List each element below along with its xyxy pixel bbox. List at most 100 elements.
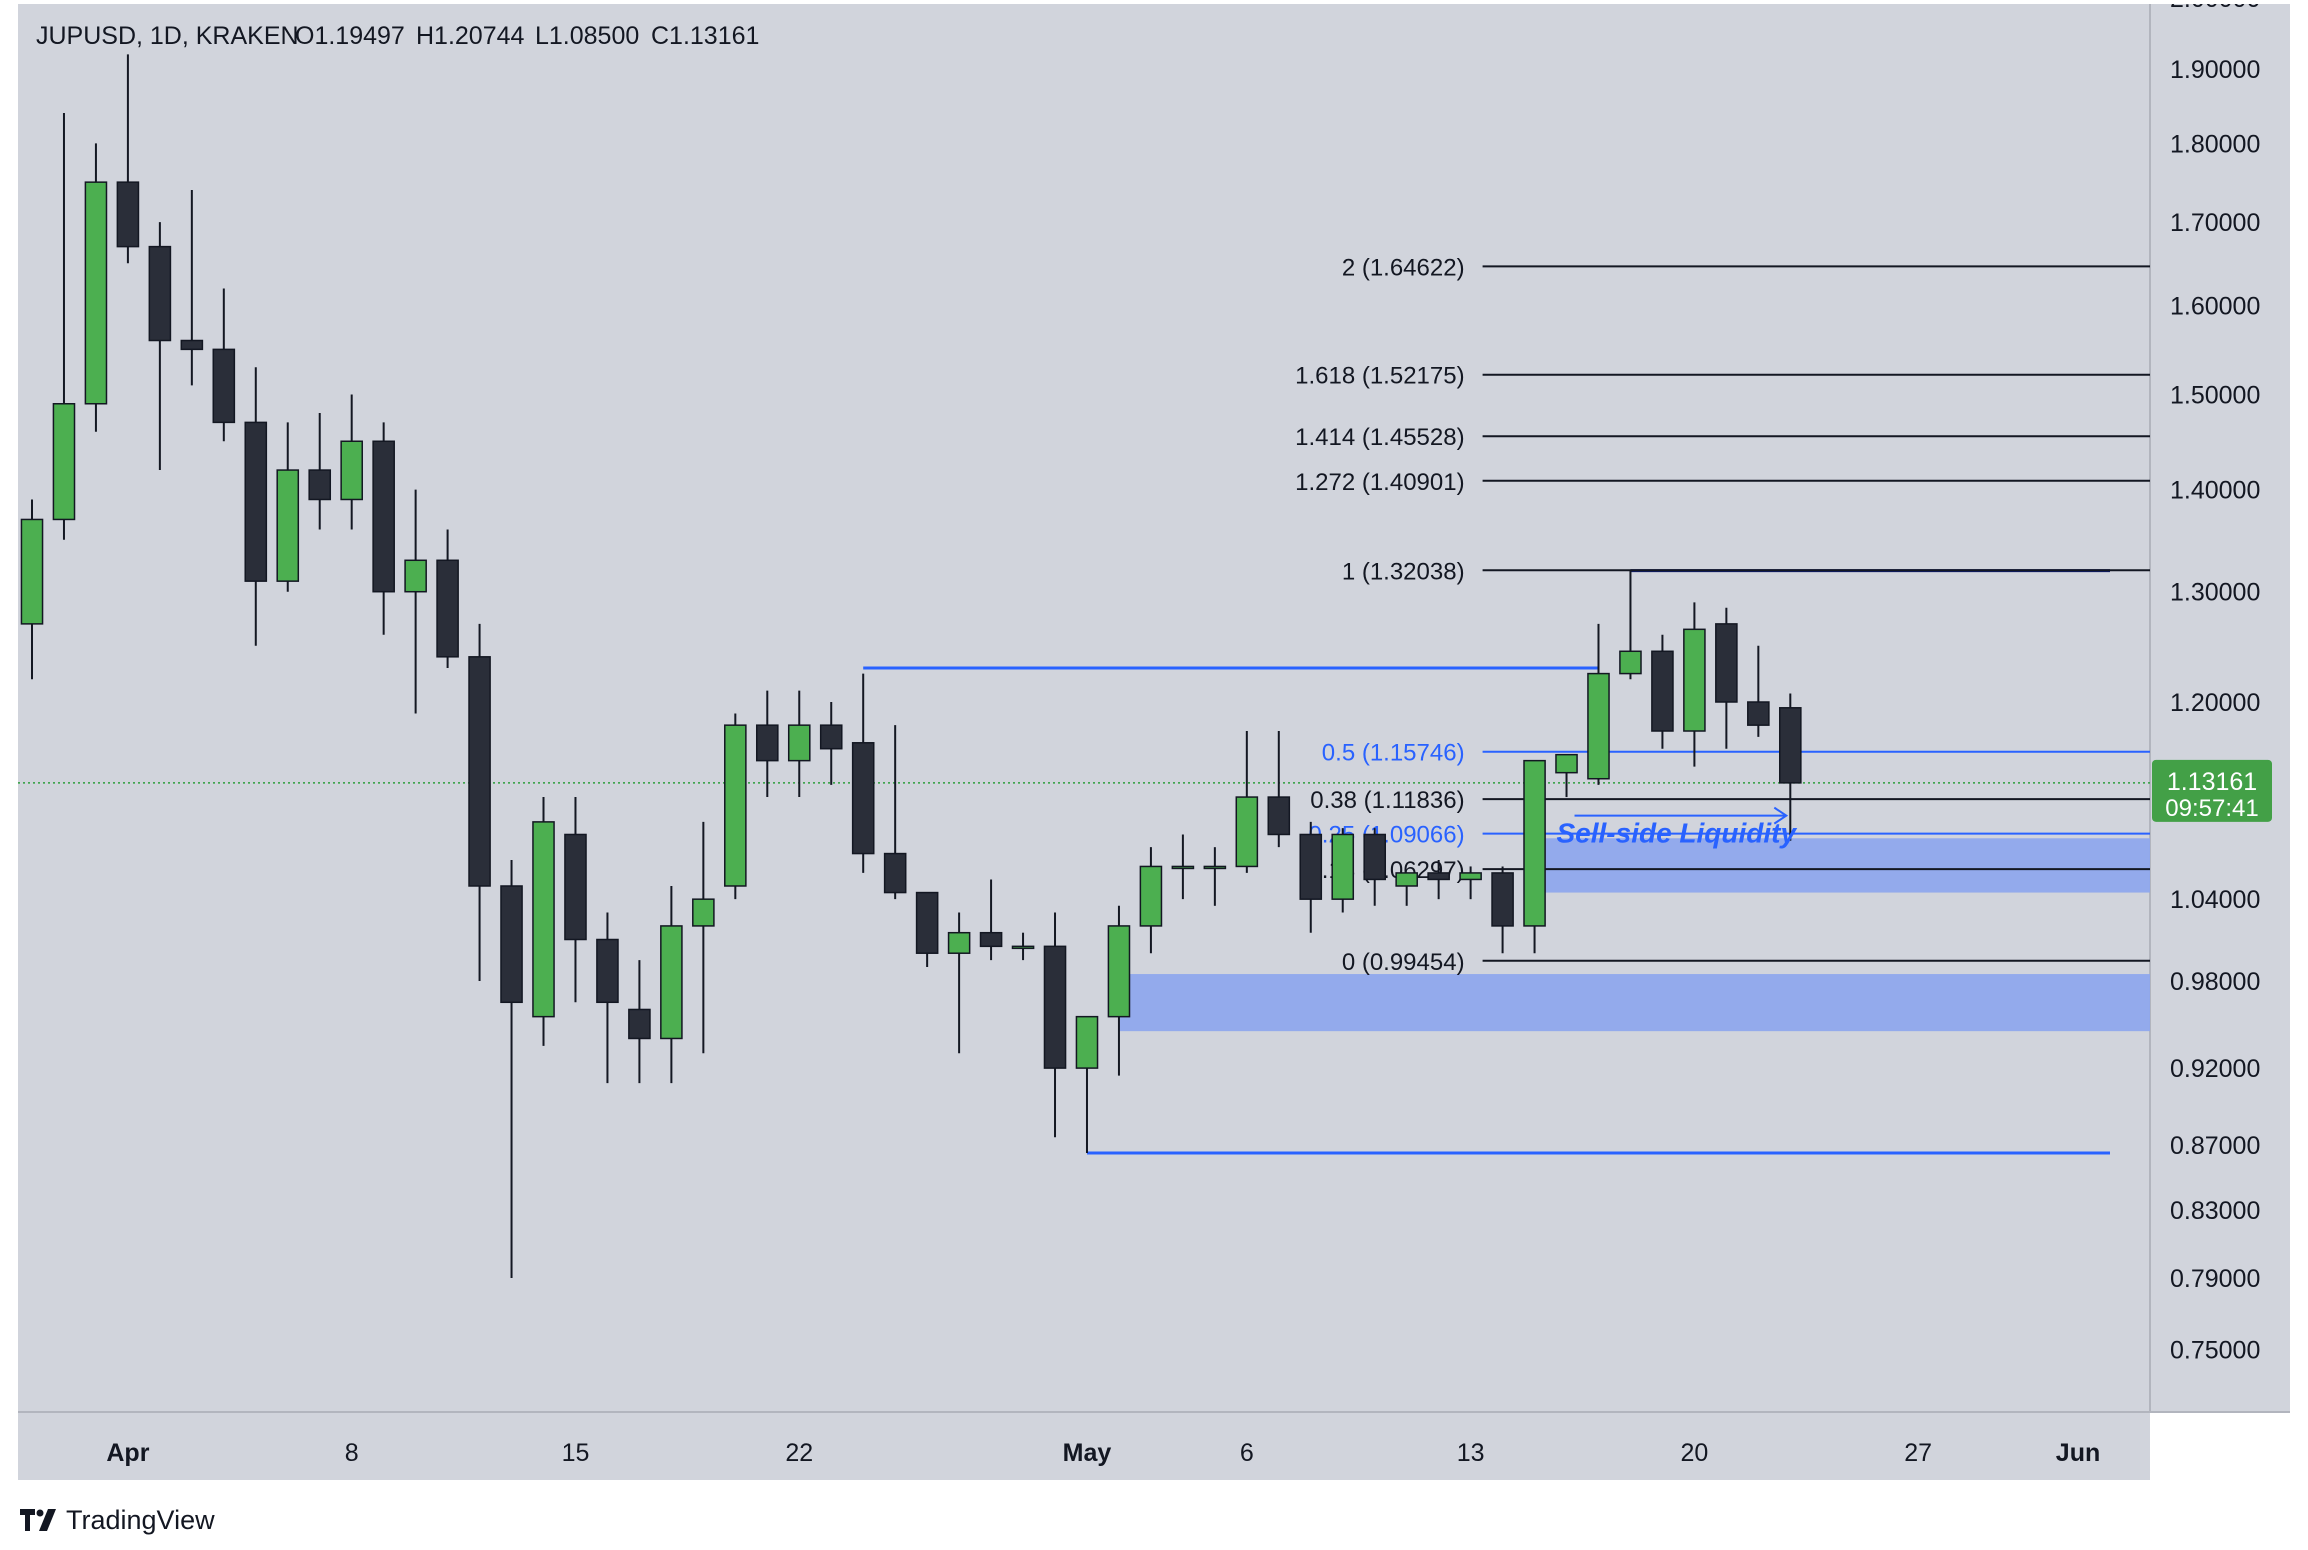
price-axis-background[interactable] — [2150, 4, 2290, 1412]
candle[interactable] — [372, 422, 395, 635]
candle[interactable] — [883, 725, 907, 900]
price-axis-label: 0.87000 — [2170, 1132, 2260, 1160]
price-axis-label: 1.80000 — [2170, 130, 2260, 158]
candle[interactable] — [116, 54, 140, 264]
candle[interactable] — [1747, 645, 1770, 737]
candle[interactable] — [500, 859, 523, 1278]
tradingview-brand[interactable]: TradingView — [66, 1504, 215, 1535]
candle[interactable] — [947, 912, 971, 1054]
chart-area[interactable]: 2 (1.64622) 1.618 (1.52175) 1.414 (1.45528… — [18, 0, 2290, 1480]
bear-candle-body — [1043, 945, 1067, 1069]
bull-candle-body — [1395, 872, 1418, 887]
bull-candle-body — [276, 469, 300, 582]
bear-candle-body — [755, 724, 779, 762]
price-axis-label: 1.30000 — [2170, 579, 2260, 607]
candle[interactable] — [628, 960, 651, 1084]
candle[interactable] — [1395, 872, 1418, 906]
fib-level-label: 1.414 (1.45528) — [1295, 424, 1464, 451]
bear-candle-body — [819, 724, 843, 750]
time-axis-label: 15 — [562, 1439, 590, 1467]
candle[interactable] — [1459, 866, 1482, 900]
bear-candle-body — [1779, 707, 1802, 784]
candle[interactable] — [1779, 693, 1802, 841]
candle[interactable] — [532, 797, 555, 1046]
header-high: H1.20744 — [416, 22, 525, 50]
candle[interactable] — [1491, 866, 1514, 954]
liquidity-zone[interactable] — [1118, 974, 2150, 1032]
price-chart[interactable]: 2 (1.64622) 1.618 (1.52175) 1.414 (1.45528… — [18, 0, 2290, 1480]
candle[interactable] — [1555, 753, 1578, 798]
candle[interactable] — [436, 529, 459, 668]
candle[interactable] — [1203, 847, 1227, 906]
fib-level-label: 0.5 (1.15746) — [1322, 740, 1465, 767]
candle[interactable] — [1587, 623, 1610, 785]
candle[interactable] — [180, 190, 204, 386]
candle[interactable] — [52, 113, 76, 540]
candle[interactable] — [1235, 731, 1259, 873]
price-axis-label: 0.79000 — [2170, 1265, 2260, 1293]
candle[interactable] — [148, 222, 172, 471]
candle[interactable] — [787, 690, 811, 798]
fib-level-label: 1.272 (1.40901) — [1295, 469, 1464, 496]
candle[interactable] — [564, 797, 587, 1003]
candle[interactable] — [1363, 828, 1387, 906]
bull-candle-body — [692, 898, 715, 927]
candle[interactable] — [915, 891, 939, 968]
candle[interactable] — [979, 879, 1003, 961]
candle[interactable] — [1139, 847, 1163, 954]
candle[interactable] — [1043, 912, 1067, 1138]
candle[interactable] — [84, 143, 108, 432]
candle[interactable] — [724, 713, 747, 900]
candle[interactable] — [20, 499, 44, 680]
candle[interactable] — [468, 623, 491, 982]
arrow-head-icon — [1773, 806, 1789, 825]
bull-candle-body — [1139, 865, 1163, 927]
price-axis-label: 1.50000 — [2170, 382, 2260, 410]
price-axis-label: 1.60000 — [2170, 293, 2260, 321]
candle[interactable] — [1523, 759, 1546, 954]
bull-candle-body — [404, 559, 427, 593]
bear-candle-body — [212, 348, 236, 424]
candle[interactable] — [660, 885, 683, 1084]
time-axis-label: 8 — [345, 1439, 359, 1467]
candle[interactable] — [755, 690, 779, 798]
price-axis-label: 2.00000 — [2170, 4, 2260, 13]
candle[interactable] — [1683, 602, 1706, 767]
bear-candle-body — [116, 181, 140, 248]
current-price-value: 1.13161 — [2167, 768, 2257, 796]
time-axis-label: May — [1063, 1439, 1112, 1467]
liquidity-zone[interactable] — [1534, 838, 2150, 893]
candle[interactable] — [1171, 834, 1195, 900]
bear-candle-body — [1363, 833, 1387, 881]
candle[interactable] — [819, 702, 843, 785]
candle[interactable] — [1299, 821, 1323, 933]
candle[interactable] — [1427, 859, 1450, 900]
bear-candle-body — [436, 559, 459, 658]
candle[interactable] — [1075, 1015, 1099, 1154]
candle[interactable] — [1651, 634, 1674, 749]
bull-candle-body — [1555, 753, 1578, 774]
candle[interactable] — [1715, 607, 1738, 749]
candle[interactable] — [692, 821, 715, 1054]
candle[interactable] — [340, 394, 363, 530]
candle[interactable] — [244, 367, 268, 646]
bull-candle-body — [1619, 650, 1642, 675]
bear-candle-body — [628, 1008, 651, 1040]
bear-candle-body — [851, 742, 875, 855]
bull-candle-body — [52, 403, 76, 521]
candle[interactable] — [276, 422, 300, 592]
candle[interactable] — [1267, 731, 1291, 848]
candle[interactable] — [1331, 828, 1355, 913]
candle[interactable] — [212, 288, 236, 442]
candle[interactable] — [596, 912, 619, 1084]
candle[interactable] — [1619, 570, 1642, 680]
time-axis-background[interactable] — [18, 1412, 2150, 1480]
candle[interactable] — [851, 673, 875, 873]
candle[interactable] — [404, 489, 427, 714]
bull-candle-body — [1203, 865, 1227, 870]
candle[interactable] — [308, 413, 332, 530]
candle[interactable] — [1107, 905, 1131, 1076]
bear-candle-body — [596, 938, 619, 1004]
candle[interactable] — [1011, 932, 1035, 961]
bull-candle-body — [1523, 759, 1546, 927]
